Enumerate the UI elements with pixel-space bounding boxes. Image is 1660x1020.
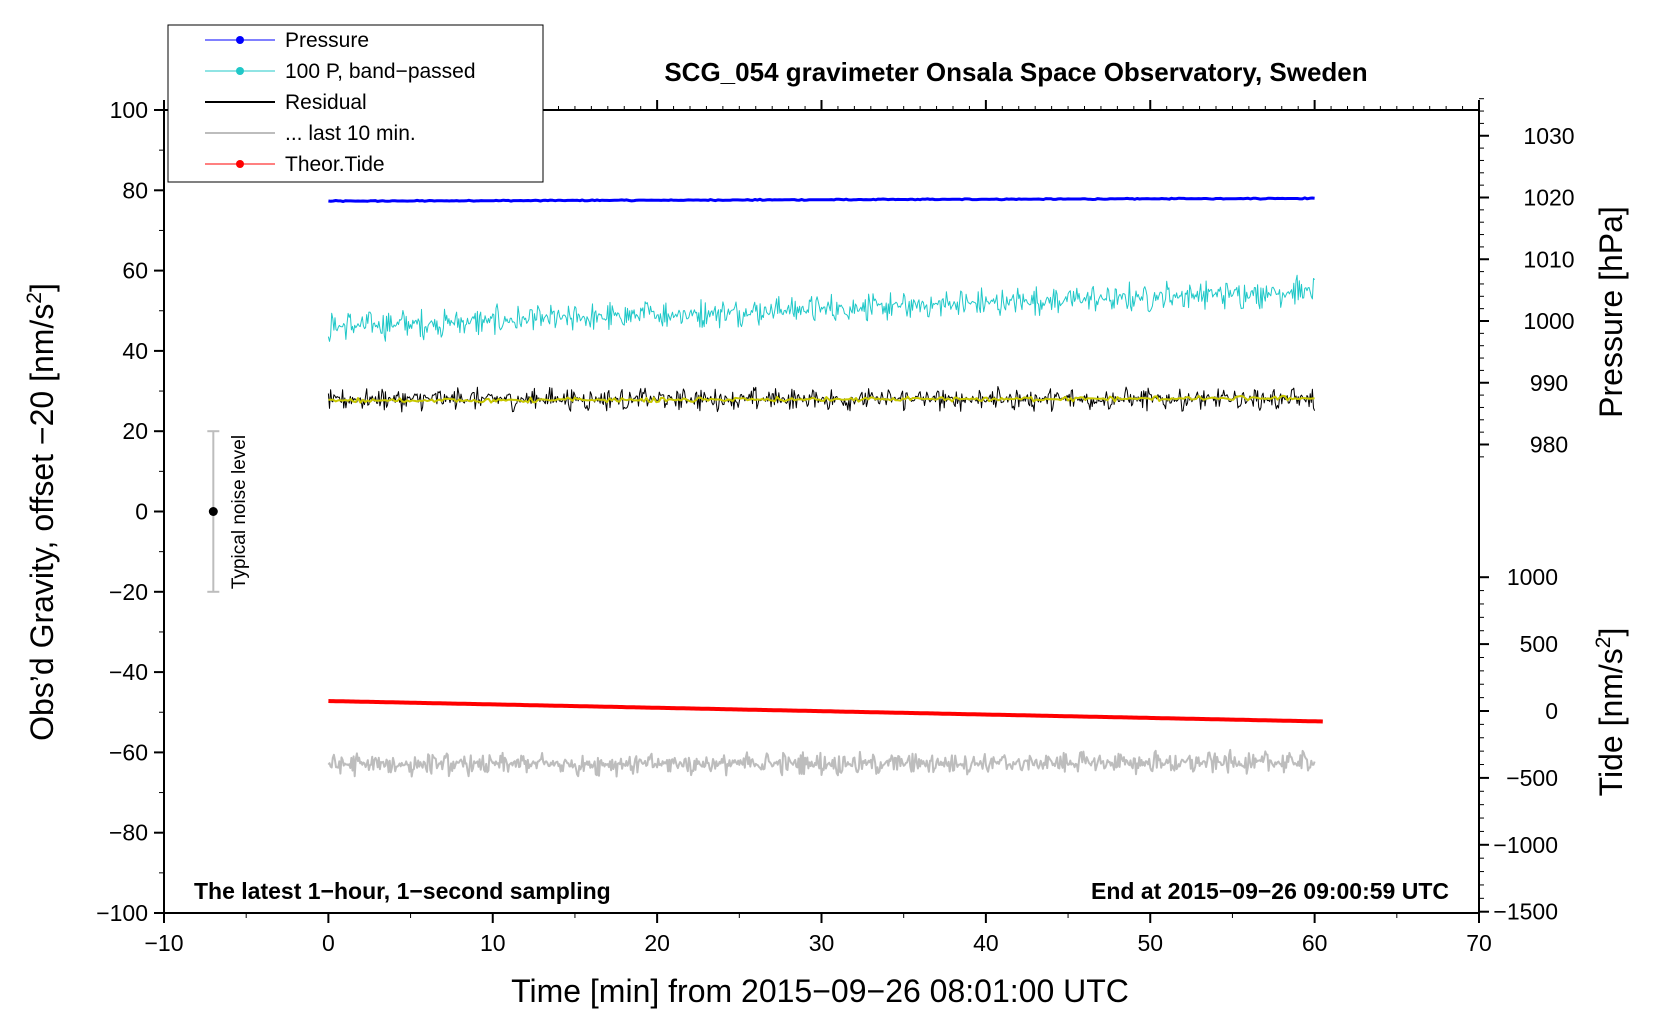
legend-label-1: 100 P, band−passed bbox=[285, 60, 476, 83]
x-tick-label: 30 bbox=[809, 930, 835, 956]
legend-marker-0 bbox=[236, 36, 244, 44]
y-tick-label: 100 bbox=[110, 97, 148, 123]
x-tick-label: 0 bbox=[322, 930, 335, 956]
legend-label-3: ... last 10 min. bbox=[285, 122, 416, 145]
legend-label-0: Pressure bbox=[285, 29, 369, 52]
y-axis-title-end: ] bbox=[24, 283, 60, 292]
x-tick-label: 10 bbox=[480, 930, 506, 956]
tide-tick-label: 1000 bbox=[1507, 564, 1558, 590]
noise-label: Typical noise level bbox=[229, 435, 250, 589]
x-tick-label: 70 bbox=[1466, 930, 1492, 956]
x-tick-label: 50 bbox=[1137, 930, 1163, 956]
series-line-3 bbox=[328, 394, 1315, 404]
noise-bar-center bbox=[208, 507, 218, 516]
x-tick-label: 40 bbox=[973, 930, 999, 956]
legend-label-4: Theor.Tide bbox=[285, 153, 385, 176]
tide-axis-title-end: ] bbox=[1593, 628, 1629, 637]
y-tick-label: 0 bbox=[135, 499, 148, 525]
pressure-axis-title: Pressure [hPa] bbox=[1593, 206, 1629, 418]
pressure-tick-label: 1020 bbox=[1523, 185, 1574, 211]
y-tick-label: −60 bbox=[109, 739, 148, 765]
pressure-tick-label: 1000 bbox=[1523, 308, 1574, 334]
y-tick-label: 40 bbox=[122, 338, 148, 364]
y-tick-label: 20 bbox=[122, 418, 148, 444]
series-line-5 bbox=[327, 748, 1316, 778]
pressure-tick-label: 980 bbox=[1530, 432, 1568, 458]
legend-label-2: Residual bbox=[285, 91, 367, 114]
tide-tick-label: 0 bbox=[1545, 698, 1558, 724]
x-tick-label: 60 bbox=[1302, 930, 1328, 956]
ticks-group: −10 0 10 20 30 40 50 60 70100806040200−20−40−60−… bbox=[96, 97, 1574, 956]
y-tick-label: −40 bbox=[109, 659, 148, 685]
series-line-1 bbox=[327, 274, 1315, 342]
y-tick-label: −100 bbox=[96, 900, 148, 926]
tide-tick-label: −500 bbox=[1506, 765, 1558, 791]
annotation-bottom-right: End at 2015−09−26 09:00:59 UTC bbox=[1091, 878, 1449, 904]
series-line-0 bbox=[328, 196, 1315, 203]
tide-tick-label: −1000 bbox=[1493, 832, 1558, 858]
legend-marker-1 bbox=[236, 67, 244, 75]
series-group bbox=[327, 196, 1323, 778]
y-tick-label: −20 bbox=[109, 579, 148, 605]
y-tick-label: 60 bbox=[122, 258, 148, 284]
plot-frame bbox=[163, 109, 1480, 914]
legend-marker-4 bbox=[236, 160, 244, 168]
legend: Pressure 100 P, band−passed Residual ... la… bbox=[205, 29, 476, 176]
y-tick-label: 80 bbox=[122, 177, 148, 203]
x-axis-title: Time [min] from 2015−09−26 08:01:00 UTC bbox=[511, 973, 1129, 1009]
x-tick-label: 20 bbox=[644, 930, 670, 956]
tide-axis-title-sup: 2 bbox=[1592, 637, 1615, 649]
y-tick-label: −80 bbox=[109, 820, 148, 846]
noise-bar bbox=[207, 430, 220, 593]
tide-axis-title-main: Tide [nm/s bbox=[1593, 648, 1629, 796]
series-line-2 bbox=[327, 386, 1316, 413]
y-axis-title-main: Obs’d Gravity, offset −20 [nm/s bbox=[24, 304, 60, 741]
chart-title: SCG_054 gravimeter Onsala Space Observat… bbox=[664, 57, 1367, 87]
tide-axis-title: Tide [nm/s2] bbox=[1592, 628, 1629, 797]
y-axis-title-sup: 2 bbox=[23, 292, 46, 304]
tide-tick-label: −1500 bbox=[1493, 899, 1558, 925]
pressure-tick-label: 1010 bbox=[1523, 246, 1574, 272]
pressure-tick-label: 1030 bbox=[1523, 123, 1574, 149]
y-axis-title: Obs’d Gravity, offset −20 [nm/s2] bbox=[23, 283, 60, 741]
series-line-4 bbox=[328, 699, 1323, 724]
legend-box bbox=[167, 24, 544, 183]
x-tick-label: −10 bbox=[144, 930, 183, 956]
annotation-bottom-left: The latest 1−hour, 1−second sampling bbox=[194, 878, 611, 904]
tide-tick-label: 500 bbox=[1520, 631, 1558, 657]
pressure-tick-label: 990 bbox=[1530, 370, 1568, 396]
